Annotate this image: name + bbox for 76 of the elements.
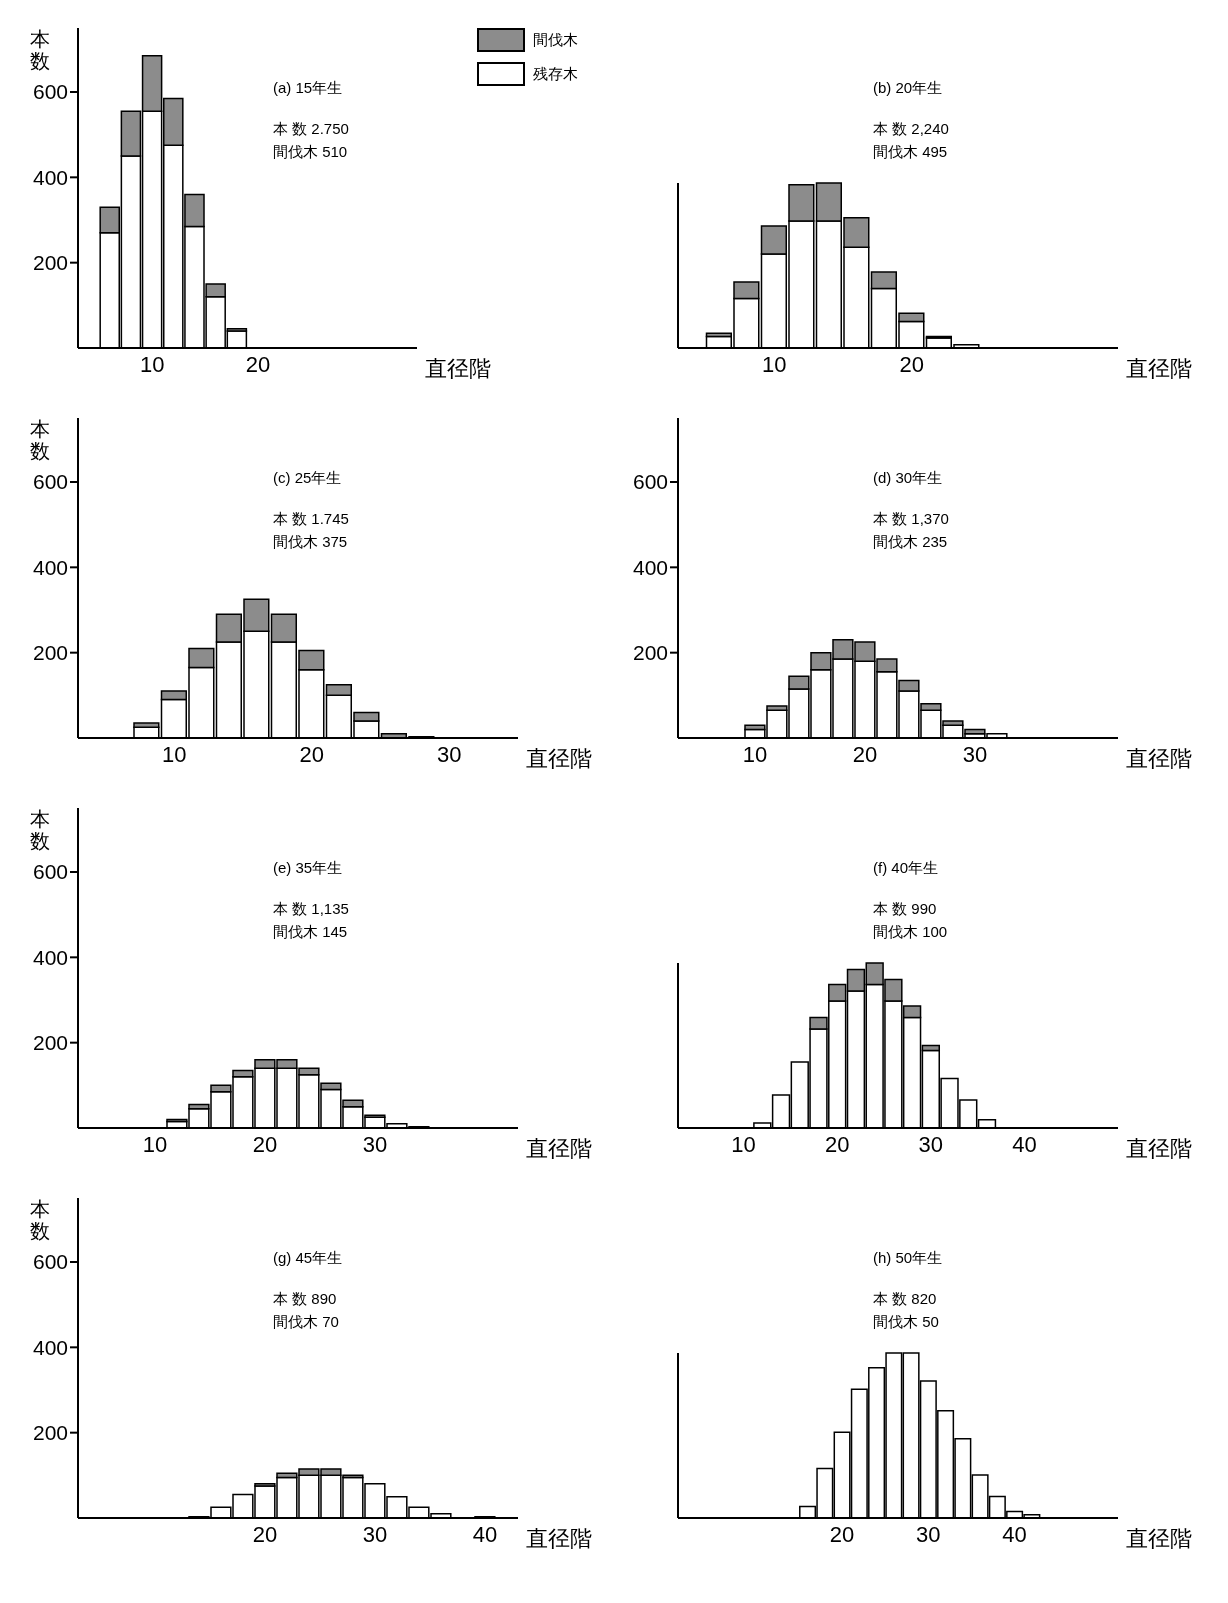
x-tick-label: 20 [829, 1521, 855, 1547]
x-axis-title: 直径階 [1126, 356, 1192, 381]
x-tick-label: 30 [362, 1521, 388, 1547]
x-tick-label: 30 [915, 1521, 941, 1547]
x-tick-label: 20 [299, 741, 324, 767]
y-tick-label: 200 [32, 641, 68, 665]
x-tick-label: 20 [824, 1131, 850, 1157]
chart-title: (h) 50年生 [873, 1248, 943, 1268]
text: 本 数 2,240 [873, 119, 949, 139]
x-axis-title: 直径階 [425, 356, 491, 381]
legend-label: 残存木 [533, 64, 578, 84]
text: (e) 35年生 [273, 858, 344, 878]
text: (d) 30年生 [873, 468, 944, 488]
x-axis-title: 直径階 [1126, 1526, 1192, 1551]
x-tick-label: 10 [731, 1131, 756, 1157]
annotation: 本 数 1.745 [273, 509, 349, 529]
x-axis-title: 直径階 [526, 1136, 592, 1161]
y-tick-label: 400 [32, 165, 68, 189]
y-tick-label: 600 [32, 470, 68, 494]
text: (c) 25年生 [273, 468, 343, 488]
text: (a) 15年生 [273, 78, 344, 98]
y-tick-label: 200 [32, 1421, 68, 1445]
x-tick-label: 20 [252, 1521, 278, 1547]
x-tick-label: 10 [162, 741, 187, 767]
annotation: 間伐木 145 [273, 922, 349, 942]
annotation: 本 数 1,370 [873, 509, 949, 529]
annotation: 間伐木 70 [273, 1312, 340, 1332]
y-axis-title: 本数 [30, 28, 50, 72]
chart-title: (b) 20年生 [873, 78, 944, 98]
x-tick-label: 10 [762, 351, 787, 377]
x-tick-label: 40 [1002, 1521, 1027, 1547]
annotation: 本 数 2.750 [273, 119, 349, 139]
x-tick-label: 20 [245, 351, 271, 377]
annotation: 間伐木 510 [273, 142, 349, 162]
x-tick-label: 20 [899, 351, 924, 377]
text: 間伐木 495 [873, 142, 949, 162]
y-tick-label: 400 [32, 555, 68, 579]
y-tick-label: 200 [32, 1031, 68, 1055]
x-tick-label: 40 [1012, 1131, 1037, 1157]
y-axis-title: 本数 [30, 808, 50, 852]
y-tick-label: 600 [632, 470, 668, 494]
y-tick-label: 600 [32, 860, 68, 884]
x-tick-label: 10 [742, 741, 768, 767]
text: (g) 45年生 [273, 1248, 343, 1268]
text: 間伐木 50 [873, 1312, 940, 1332]
x-axis-title: 直径階 [1126, 1136, 1192, 1161]
chart-title: (f) 40年生 [873, 858, 939, 878]
x-tick-label: 20 [252, 1131, 278, 1157]
x-tick-label: 30 [437, 741, 462, 767]
y-tick-label: 600 [32, 80, 68, 104]
y-tick-label: 200 [632, 641, 668, 665]
y-tick-label: 400 [32, 1335, 68, 1359]
x-axis-title: 直径階 [526, 1526, 592, 1551]
y-tick-label: 400 [32, 945, 68, 969]
x-tick-label: 30 [962, 741, 988, 767]
x-tick-label: 30 [918, 1131, 944, 1157]
annotation: 間伐木 375 [273, 532, 349, 552]
y-axis-title: 本数 [30, 418, 50, 462]
text: 本 数 990 [873, 899, 938, 919]
y-tick-label: 400 [632, 555, 668, 579]
annotation: 本 数 1,135 [273, 899, 349, 919]
x-tick-label: 10 [139, 351, 165, 377]
x-tick-label: 40 [472, 1521, 498, 1547]
y-axis-title: 本数 [30, 1198, 50, 1242]
x-axis-title: 直径階 [1126, 746, 1192, 771]
text: 間伐木 100 [873, 922, 948, 942]
x-axis-title: 直径階 [526, 746, 592, 771]
annotation: 本 数 890 [273, 1289, 338, 1309]
annotation: 間伐木 235 [873, 532, 949, 552]
y-tick-label: 200 [32, 251, 68, 275]
x-tick-label: 30 [362, 1131, 388, 1157]
x-tick-label: 10 [142, 1131, 168, 1157]
legend-label: 間伐木 [533, 30, 578, 50]
x-tick-label: 20 [852, 741, 878, 767]
y-tick-label: 600 [32, 1250, 68, 1274]
text: 本 数 820 [873, 1289, 938, 1309]
